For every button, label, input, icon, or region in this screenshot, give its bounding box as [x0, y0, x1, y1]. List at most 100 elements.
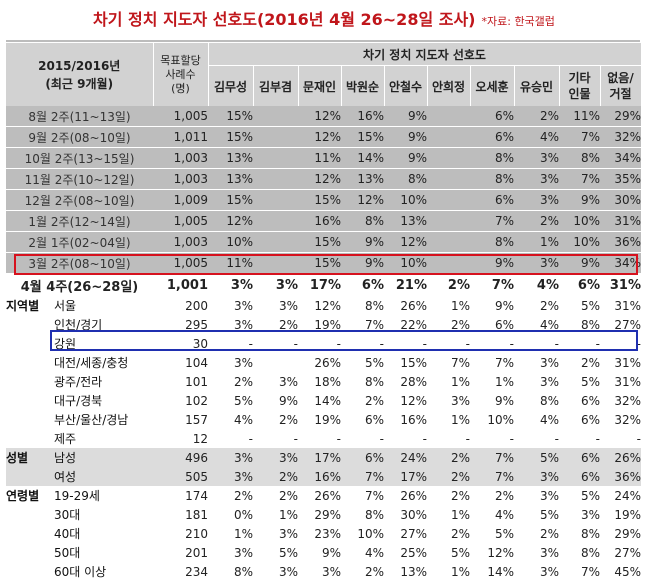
percent-cell: 9%	[253, 391, 298, 410]
percent-cell: 7%	[427, 353, 470, 372]
table-row: 12월 2주(08~10일)1,00915%15%12%10%6%3%9%30%	[6, 190, 641, 211]
percent-cell: 2%	[253, 467, 298, 486]
percent-cell: 17%	[298, 448, 341, 467]
percent-cell	[427, 253, 470, 274]
percent-cell: -	[514, 334, 559, 353]
table-row: 10월 2주(13~15일)1,00313%11%14%9%8%3%8%34%	[6, 148, 641, 169]
percent-cell	[427, 106, 470, 127]
percent-cell: 15%	[298, 190, 341, 211]
subgroup-label: 서울	[54, 299, 76, 313]
sample-size: 157	[153, 410, 208, 429]
sample-size: 1,003	[153, 148, 208, 169]
percent-cell	[427, 169, 470, 190]
percent-cell: 16%	[298, 467, 341, 486]
percent-cell: 8%	[470, 232, 514, 253]
percent-cell: -	[600, 429, 641, 448]
percent-cell	[253, 148, 298, 169]
percent-cell: 28%	[384, 372, 427, 391]
percent-cell: 3%	[208, 274, 253, 297]
percent-cell: 9%	[559, 253, 600, 274]
percent-cell: 2%	[427, 524, 470, 543]
percent-cell: 17%	[384, 467, 427, 486]
none-line1: 없음/	[601, 70, 641, 86]
percent-cell: 6%	[470, 315, 514, 334]
percent-cell: 9%	[470, 296, 514, 315]
percent-cell: 2%	[427, 274, 470, 297]
percent-cell: 29%	[298, 505, 341, 524]
percent-cell: -	[298, 429, 341, 448]
percent-cell: 7%	[559, 169, 600, 190]
percent-cell: 12%	[470, 543, 514, 562]
percent-cell: 5%	[427, 543, 470, 562]
percent-cell: -	[341, 429, 384, 448]
period-line1: 2015/2016년	[6, 57, 153, 75]
percent-cell: 8%	[384, 169, 427, 190]
row-label: 대구/경북	[6, 391, 153, 410]
percent-cell: 6%	[559, 274, 600, 297]
percent-cell: 2%	[427, 448, 470, 467]
percent-cell: 27%	[600, 543, 641, 562]
sample-size: 505	[153, 467, 208, 486]
percent-cell: 6%	[559, 448, 600, 467]
candidate-header: 안철수	[384, 66, 427, 107]
sample-size: 201	[153, 543, 208, 562]
preference-table: 2015/2016년 (최근 9개월) 목표할당 사례수 (명) 차기 정치 지…	[6, 43, 642, 581]
percent-cell: 4%	[514, 315, 559, 334]
percent-cell: 3%	[253, 448, 298, 467]
percent-cell: 9%	[341, 253, 384, 274]
percent-cell: 27%	[600, 315, 641, 334]
percent-cell: 6%	[341, 410, 384, 429]
percent-cell: 3%	[514, 543, 559, 562]
percent-cell: 27%	[384, 524, 427, 543]
percent-cell: 2%	[427, 467, 470, 486]
percent-cell: 2%	[427, 486, 470, 505]
percent-cell: 3%	[208, 467, 253, 486]
percent-cell: 2%	[341, 391, 384, 410]
percent-cell: 13%	[208, 169, 253, 190]
percent-cell: 23%	[298, 524, 341, 543]
percent-cell	[253, 253, 298, 274]
percent-cell: 25%	[384, 543, 427, 562]
percent-cell: 2%	[253, 315, 298, 334]
table-row: 연령별19-29세1742%2%26%7%26%2%2%3%5%24%	[6, 486, 641, 505]
sample-size: 1,009	[153, 190, 208, 211]
percent-cell: 26%	[384, 296, 427, 315]
percent-cell	[253, 190, 298, 211]
percent-cell: 16%	[298, 211, 341, 232]
table-row: 인천/경기2953%2%19%7%22%2%6%4%8%27%	[6, 315, 641, 334]
row-label: 강원	[6, 334, 153, 353]
title-source: *자료: 한국갤럽	[482, 15, 555, 28]
percent-cell: 31%	[600, 274, 641, 297]
percent-cell: 34%	[600, 148, 641, 169]
subgroup-label: 강원	[54, 337, 76, 351]
percent-cell: 11%	[559, 106, 600, 127]
percent-cell: -	[470, 334, 514, 353]
percent-cell: 3%	[514, 467, 559, 486]
percent-cell: 3%	[514, 562, 559, 581]
percent-cell: 8%	[470, 169, 514, 190]
percent-cell: -	[298, 334, 341, 353]
percent-cell: 4%	[470, 505, 514, 524]
percent-cell: -	[514, 429, 559, 448]
percent-cell: 5%	[514, 505, 559, 524]
sample-size: 200	[153, 296, 208, 315]
percent-cell: 1%	[208, 524, 253, 543]
table-title: 차기 정치 지도자 선호도(2016년 4월 26~28일 조사)*자료: 한국…	[0, 6, 648, 30]
percent-cell: 5%	[253, 543, 298, 562]
period-label: 8월 2주(11~13일)	[6, 106, 153, 127]
percent-cell: 6%	[341, 274, 384, 297]
percent-cell: 8%	[470, 148, 514, 169]
percent-cell: 15%	[298, 253, 341, 274]
percent-cell	[427, 211, 470, 232]
percent-cell: 12%	[298, 169, 341, 190]
percent-cell: 10%	[559, 211, 600, 232]
percent-cell: 4%	[514, 410, 559, 429]
percent-cell	[427, 148, 470, 169]
percent-cell: 9%	[384, 106, 427, 127]
percent-cell: 4%	[208, 410, 253, 429]
other-line2: 인물	[560, 86, 600, 102]
percent-cell: 3%	[208, 296, 253, 315]
percent-cell: -	[600, 334, 641, 353]
subgroup-label: 남성	[54, 451, 76, 465]
percent-cell: -	[384, 334, 427, 353]
